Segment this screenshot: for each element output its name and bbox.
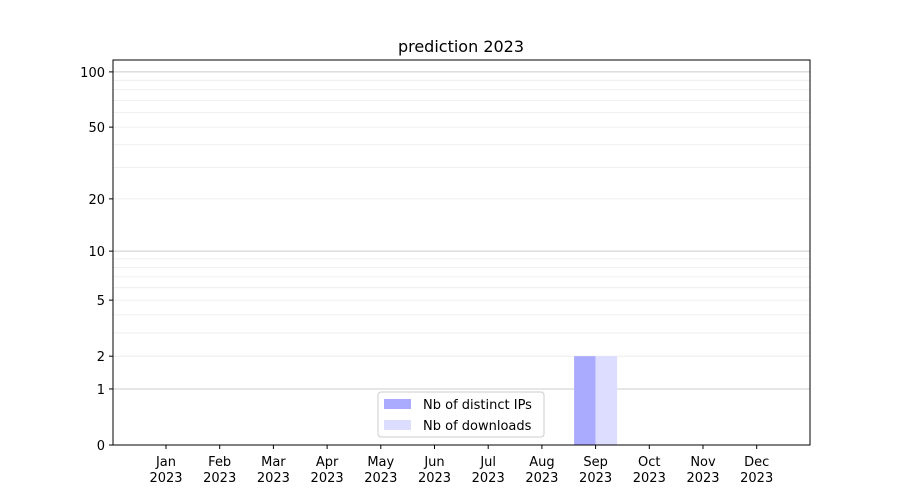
legend-swatch-downloads (384, 420, 411, 430)
x-tick-label: Mar 2023 (257, 455, 290, 486)
x-tick-label: Feb 2023 (203, 455, 236, 486)
bar-downloads (595, 356, 618, 445)
x-axis: Jan 2023 Feb 2023 Mar 2023 Apr 2023 May 2023 Jun 20… (149, 445, 773, 486)
y-tick-label: 100 (80, 66, 105, 81)
legend-box (377, 391, 545, 438)
x-tick-label: Aug 2023 (525, 455, 558, 486)
plot-frame (112, 59, 811, 446)
chart-title: prediction 2023 (398, 37, 524, 56)
legend-label-distinct-ips: Nb of distinct IPs (423, 398, 532, 413)
y-tick-label: 10 (88, 245, 105, 260)
y-tick-label: 2 (97, 350, 105, 365)
y-tick-label: 0 (97, 439, 105, 454)
bars (574, 356, 618, 445)
legend-swatch-distinct-ips (384, 399, 411, 409)
y-tick-label: 20 (88, 193, 105, 208)
x-tick-label: Nov 2023 (686, 455, 719, 486)
legend-label-downloads: Nb of downloads (423, 419, 532, 434)
x-tick-label: Oct 2023 (633, 455, 666, 486)
y-tick-label: 5 (97, 294, 105, 309)
legend: Nb of distinct IPs Nb of downloads (377, 391, 545, 438)
x-tick-label: Jul 2023 (472, 455, 505, 486)
y-tick-label: 50 (88, 121, 105, 136)
y-axis: 0 1 2 5 10 20 50 100 (80, 66, 113, 454)
x-tick-label: Jan 2023 (149, 455, 182, 486)
x-tick-label: Sep 2023 (579, 455, 612, 486)
x-tick-label: Apr 2023 (311, 455, 344, 486)
bar-distinct-ips (574, 356, 596, 445)
x-tick-label: Dec 2023 (740, 455, 773, 486)
grid-lines (113, 71, 810, 390)
x-tick-label: May 2023 (364, 455, 397, 486)
y-tick-label: 1 (97, 383, 105, 398)
x-tick-label: Jun 2023 (418, 455, 451, 486)
